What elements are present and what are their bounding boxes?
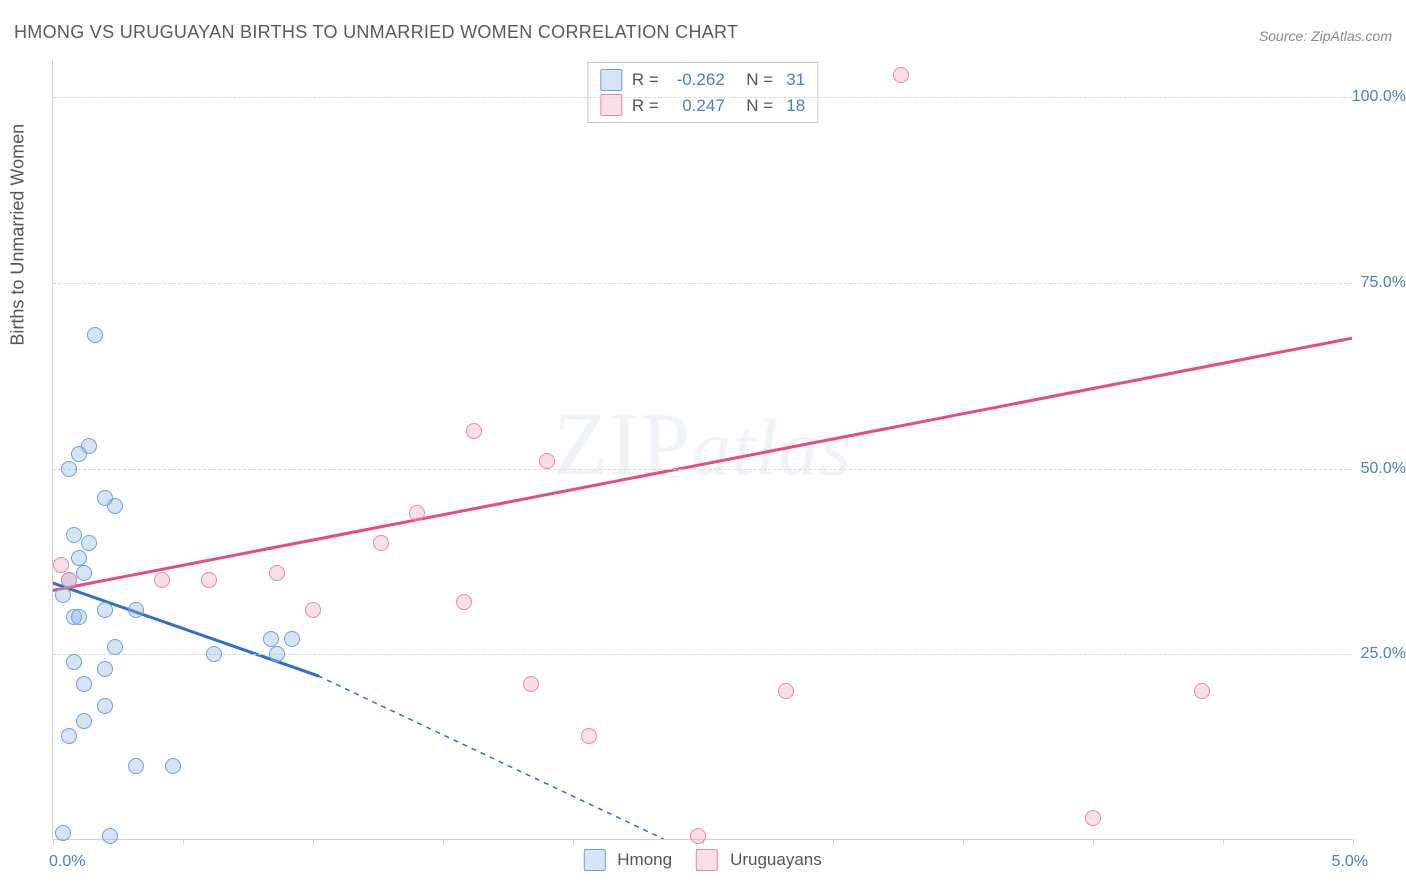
x-tick <box>833 839 834 845</box>
data-point <box>269 646 285 662</box>
stats-legend: R =-0.262 N =31R =0.247 N =18 <box>587 62 818 123</box>
data-point <box>76 676 92 692</box>
data-point <box>61 572 77 588</box>
data-point <box>409 505 425 521</box>
y-tick-label: 50.0% <box>1361 460 1406 478</box>
y-axis-label: Births to Unmarried Women <box>8 124 29 346</box>
data-point <box>55 825 71 841</box>
legend-swatch <box>583 849 605 871</box>
gridline <box>53 97 1352 98</box>
chart-container: HMONG VS URUGUAYAN BIRTHS TO UNMARRIED W… <box>0 0 1406 892</box>
data-point <box>128 602 144 618</box>
data-point <box>581 728 597 744</box>
data-point <box>81 438 97 454</box>
data-point <box>1194 683 1210 699</box>
data-point <box>61 461 77 477</box>
data-point <box>165 758 181 774</box>
x-tick <box>1353 839 1354 845</box>
y-tick-label: 100.0% <box>1352 88 1406 106</box>
data-point <box>76 565 92 581</box>
x-tick <box>963 839 964 845</box>
legend-swatch <box>696 849 718 871</box>
r-label: R = <box>632 67 659 93</box>
source-attribution: Source: ZipAtlas.com <box>1259 28 1392 44</box>
x-tick <box>1223 839 1224 845</box>
data-point <box>97 698 113 714</box>
data-point <box>456 594 472 610</box>
data-point <box>690 828 706 844</box>
data-point <box>154 572 170 588</box>
watermark-part2: atlas <box>691 404 852 492</box>
data-point <box>71 550 87 566</box>
x-tick <box>183 839 184 845</box>
trend-line-extrapolated <box>318 676 664 839</box>
n-value: 31 <box>779 67 805 93</box>
series-legend-label: Hmong <box>617 850 672 870</box>
trend-lines-layer <box>53 60 1352 839</box>
data-point <box>55 587 71 603</box>
n-label: N = <box>746 67 773 93</box>
data-point <box>107 639 123 655</box>
series-legend-item: Uruguayans <box>696 849 822 871</box>
r-value: -0.262 <box>665 67 725 93</box>
data-point <box>263 631 279 647</box>
legend-swatch <box>600 69 622 91</box>
series-legend-item: Hmong <box>583 849 672 871</box>
watermark: ZIPatlas <box>553 393 852 496</box>
data-point <box>107 498 123 514</box>
x-tick <box>573 839 574 845</box>
data-point <box>206 646 222 662</box>
data-point <box>102 828 118 844</box>
data-point <box>466 423 482 439</box>
x-tick <box>443 839 444 845</box>
data-point <box>893 67 909 83</box>
data-point <box>61 728 77 744</box>
x-tick <box>1093 839 1094 845</box>
data-point <box>71 609 87 625</box>
data-point <box>81 535 97 551</box>
data-point <box>66 527 82 543</box>
data-point <box>269 565 285 581</box>
x-axis-min-label: 0.0% <box>49 853 85 871</box>
data-point <box>97 602 113 618</box>
gridline <box>53 654 1352 655</box>
y-tick-label: 75.0% <box>1361 274 1406 292</box>
gridline <box>53 283 1352 284</box>
y-tick-label: 25.0% <box>1361 645 1406 663</box>
x-tick <box>53 839 54 845</box>
data-point <box>97 661 113 677</box>
data-point <box>53 557 69 573</box>
data-point <box>128 758 144 774</box>
data-point <box>87 327 103 343</box>
data-point <box>1085 810 1101 826</box>
stats-legend-row: R =-0.262 N =31 <box>600 67 805 93</box>
data-point <box>305 602 321 618</box>
data-point <box>373 535 389 551</box>
data-point <box>539 453 555 469</box>
gridline <box>53 469 1352 470</box>
series-legend: Hmong Uruguayans <box>583 849 821 871</box>
plot-area: ZIPatlas R =-0.262 N =31R =0.247 N =18 H… <box>52 60 1352 840</box>
series-legend-label: Uruguayans <box>730 850 822 870</box>
x-axis-max-label: 5.0% <box>1332 853 1368 871</box>
trend-line <box>53 338 1352 590</box>
data-point <box>284 631 300 647</box>
data-point <box>66 654 82 670</box>
data-point <box>201 572 217 588</box>
chart-title: HMONG VS URUGUAYAN BIRTHS TO UNMARRIED W… <box>14 22 738 43</box>
data-point <box>523 676 539 692</box>
watermark-part1: ZIP <box>553 395 691 494</box>
data-point <box>778 683 794 699</box>
x-tick <box>313 839 314 845</box>
data-point <box>76 713 92 729</box>
